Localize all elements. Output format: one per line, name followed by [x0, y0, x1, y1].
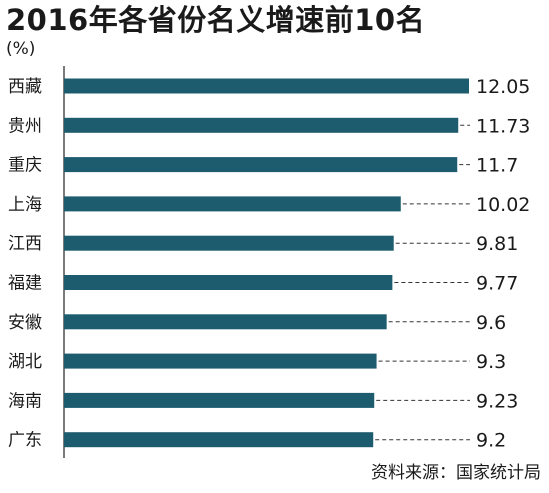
bar [64, 196, 401, 212]
value-label: 11.73 [476, 115, 530, 137]
category-label: 重庆 [8, 156, 42, 176]
category-label: 安徽 [8, 313, 42, 333]
bar [64, 157, 458, 173]
bar [64, 314, 387, 330]
value-label: 9.2 [476, 430, 506, 452]
value-label: 11.7 [476, 155, 518, 177]
value-label: 10.02 [476, 194, 530, 216]
category-label: 湖北 [8, 352, 42, 372]
value-label: 9.81 [476, 233, 518, 255]
bar [64, 392, 375, 408]
bar [64, 353, 377, 369]
value-label: 9.77 [476, 273, 518, 295]
unit-label: (%) [6, 39, 36, 59]
category-label: 上海 [8, 195, 42, 215]
chart-title: 2016年各省份名义增速前10名 [6, 3, 426, 37]
source-note: 资料来源：国家统计局 [371, 463, 541, 483]
value-label: 9.23 [476, 390, 518, 412]
category-label: 海南 [8, 391, 42, 411]
category-label: 西藏 [8, 77, 42, 97]
bar [64, 235, 394, 251]
category-label: 福建 [8, 274, 42, 294]
value-label: 12.05 [476, 76, 530, 98]
category-label: 广东 [8, 431, 42, 451]
category-label: 江西 [8, 234, 42, 254]
value-label: 9.3 [476, 351, 506, 373]
bar [64, 275, 393, 290]
bar [64, 432, 374, 448]
value-label: 9.6 [476, 312, 506, 334]
category-label: 贵州 [8, 116, 42, 136]
bar [64, 78, 469, 94]
bar [64, 117, 459, 133]
